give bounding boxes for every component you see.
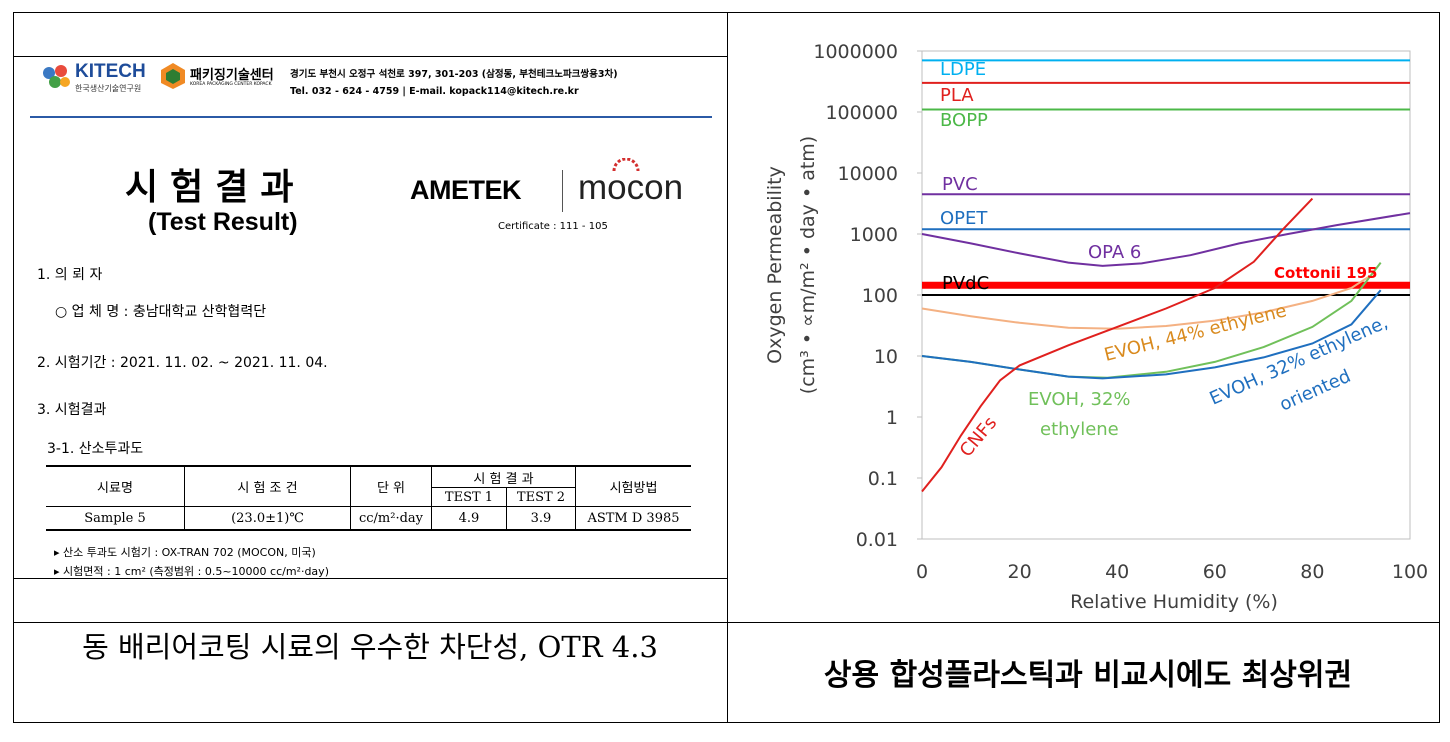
x-tick-label: 40 (1105, 561, 1129, 583)
grid-left (13, 12, 14, 723)
packaging-center-logo: 패키징기술센터 KOREA PACKAGING CENTER KOPACK (160, 62, 274, 94)
y-tick-label: 1 (886, 407, 898, 429)
mocon-logo: mocon (578, 168, 684, 207)
address-text: 경기도 부천시 오정구 석천로 397, 301-203 (삼정동, 부천테크노… (290, 69, 618, 80)
cell-test2: 3.9 (506, 506, 576, 531)
header-result: 시 험 결 과 (431, 465, 576, 488)
caption-left: 동 배리어코팅 시료의 우수한 차단성, OTR 4.3 (82, 630, 658, 664)
header-sample: 시료명 (46, 465, 185, 507)
section-1-heading: 1. 의 뢰 자 (37, 267, 103, 283)
x-tick-label: 80 (1300, 561, 1324, 583)
grid-top (13, 12, 1440, 13)
x-tick-label: 60 (1203, 561, 1227, 583)
series-label: OPA 6 (1088, 242, 1141, 263)
cell-unit: cc/m²·day (350, 506, 432, 531)
header-rule (30, 116, 712, 118)
header-contact: 경기도 부천시 오정구 석천로 397, 301-203 (삼정동, 부천테크노… (290, 66, 618, 100)
y-tick-label: 100000 (825, 102, 898, 124)
packaging-center-name: 패키징기술센터 (190, 68, 274, 83)
section-1-company: ○ 업 체 명 : 충남대학교 산학협력단 (55, 304, 267, 320)
header-test1: TEST 1 (431, 487, 507, 507)
section-3-heading: 3. 시험결과 (37, 402, 107, 418)
mocon-arc-icon (612, 158, 640, 172)
kitech-name: KITECH (75, 61, 146, 82)
note-area: ▸ 시험면적 : 1 cm² (측정범위 : 0.5~10000 cc/m²·d… (54, 565, 329, 578)
series-line-evoh-32-ethylene-oriented (921, 289, 1382, 380)
series-line-cnfs (921, 197, 1314, 493)
contact-text: Tel. 032 - 624 - 4759 | E-mail. kopack11… (290, 86, 579, 97)
kitech-logo-icon (43, 65, 70, 88)
caption-right: 상용 합성플라스틱과 비교시에도 최상위권 (823, 658, 1353, 693)
series-line-evoh-44-ethylene (921, 274, 1372, 330)
x-tick-label: 20 (1008, 561, 1032, 583)
header-unit: 단 위 (350, 465, 432, 507)
section-3-1-heading: 3-1. 산소투과도 (47, 441, 144, 457)
result-table: 시료명 시 험 조 건 단 위 시 험 결 과 시험방법 TEST 1 TEST… (46, 465, 691, 531)
series-line-opa-6 (921, 212, 1411, 267)
y-tick-label: 1000000 (813, 41, 898, 63)
certificate-number: Certificate : 111 - 105 (498, 221, 608, 232)
series-label: ethylene (1040, 419, 1119, 440)
series-label: LDPE (940, 59, 986, 80)
y-tick-label: 0.01 (856, 529, 898, 551)
document-title-english: (Test Result) (148, 208, 298, 236)
x-axis-title: Relative Humidity (%) (1070, 591, 1278, 613)
header-condition: 시 험 조 건 (184, 465, 351, 507)
y-tick-label: 10000 (838, 163, 898, 185)
kitech-logo: KITECH 한국생산기술연구원 (40, 61, 146, 96)
doc-top-border (13, 56, 727, 57)
y-tick-label: 1000 (850, 224, 898, 246)
grid-right (1439, 12, 1440, 723)
grid-row (13, 622, 1440, 623)
header-test2: TEST 2 (506, 487, 576, 507)
grid-bottom (13, 722, 1440, 723)
doc-bottom-border (13, 578, 727, 579)
y-tick-label: 0.1 (868, 468, 898, 490)
logo-divider (562, 170, 563, 212)
oxygen-permeability-chart: 0 20 40 60 80 100 100000010000010000100010010… (764, 41, 1428, 613)
document-title-korean: 시험결과 (125, 167, 306, 208)
x-tick-label: 0 (916, 561, 928, 583)
y-tick-label: 10 (874, 346, 898, 368)
cell-condition: (23.0±1)℃ (184, 506, 351, 531)
series-label: OPET (940, 208, 988, 229)
kitech-subtitle: 한국생산기술연구원 (75, 84, 142, 93)
ametek-logo: AMETEK (410, 175, 522, 205)
cell-test1: 4.9 (431, 506, 507, 531)
packaging-logo-icon (161, 63, 185, 89)
series-label: Cottonii 195 (1274, 264, 1377, 282)
grid-middle (727, 12, 728, 723)
x-tick-label: 100 (1392, 561, 1428, 583)
packaging-center-subtitle: KOREA PACKAGING CENTER KOPACK (190, 82, 272, 87)
series-label: PLA (940, 85, 974, 106)
y-axis-title-line1: Oxygen Permeability (764, 166, 786, 364)
series-label: EVOH, 32% (1028, 389, 1131, 410)
series-label: BOPP (940, 110, 988, 131)
section-2-period: 2. 시험기간 : 2021. 11. 02. ~ 2021. 11. 04. (37, 355, 328, 371)
series-label: PVdC (942, 273, 989, 294)
series-label: PVC (942, 174, 978, 195)
cell-sample: Sample 5 (46, 506, 185, 531)
cell-method: ASTM D 3985 (575, 506, 691, 531)
header-method: 시험방법 (575, 465, 691, 507)
note-instrument: ▸ 산소 투과도 시험기 : OX-TRAN 702 (MOCON, 미국) (54, 546, 316, 559)
y-axis-title-line2: (cm³ • ∝m/m² • day • atm) (797, 136, 819, 394)
y-tick-label: 100 (862, 285, 898, 307)
